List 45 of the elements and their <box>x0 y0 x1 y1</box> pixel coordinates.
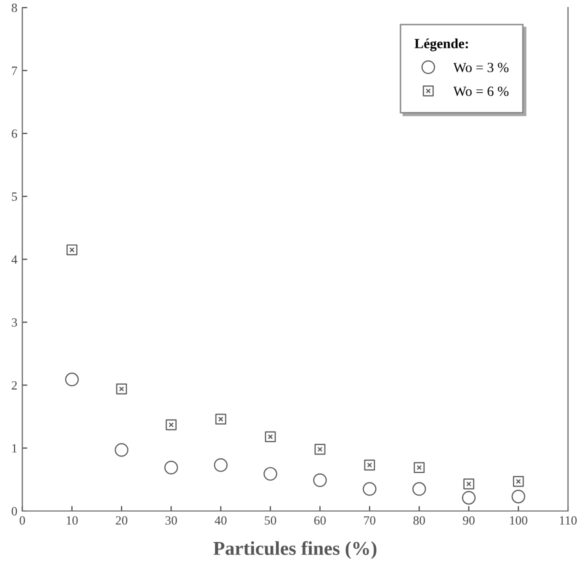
point <box>313 473 327 487</box>
y-tick-label: 5 <box>12 192 17 201</box>
x-tick-label: 20 <box>116 516 128 525</box>
x-tick-label: 80 <box>413 516 425 525</box>
x-tick-label: 110 <box>560 516 577 525</box>
point <box>412 482 426 496</box>
point <box>362 482 376 496</box>
point <box>314 444 326 455</box>
x-tick-label: 40 <box>214 516 227 525</box>
x-tick-label: 100 <box>510 516 528 525</box>
y-tick-label: 1 <box>12 444 17 452</box>
legend-title: Légende: <box>414 38 468 52</box>
legend-label: Wo = 3 % <box>453 62 509 72</box>
y-tick-label: 3 <box>12 318 17 327</box>
y-tick-label: 0 <box>12 507 18 516</box>
x-tick-label: 60 <box>314 516 326 525</box>
x-tick-label: 90 <box>462 516 475 525</box>
point <box>66 244 78 256</box>
point <box>264 431 276 442</box>
x-tick-label: 70 <box>364 516 376 525</box>
y-tick-label: 4 <box>11 255 18 264</box>
y-tick-label: 6 <box>12 130 18 138</box>
y-tick-label: 2 <box>12 381 17 390</box>
point <box>164 460 178 474</box>
point <box>65 372 79 386</box>
point <box>512 476 524 487</box>
point <box>414 462 425 473</box>
point <box>116 384 127 394</box>
x-tick-label: 50 <box>264 516 276 525</box>
x-axis-title: Particules fines (%) <box>213 541 376 559</box>
y-tick-label: 7 <box>12 66 18 75</box>
point <box>364 460 375 470</box>
x-tick-label: 10 <box>66 516 78 525</box>
y-tick-label: 8 <box>12 4 18 12</box>
point <box>166 419 177 430</box>
point <box>463 478 474 490</box>
x-tick-label: 30 <box>166 516 177 525</box>
legend-label: Wo = 6 % <box>453 86 509 96</box>
point <box>264 467 278 481</box>
point <box>512 490 526 504</box>
point <box>114 443 128 457</box>
x-tick-label: 0 <box>20 516 25 525</box>
point <box>462 490 476 505</box>
point <box>215 414 226 425</box>
point <box>214 458 228 472</box>
